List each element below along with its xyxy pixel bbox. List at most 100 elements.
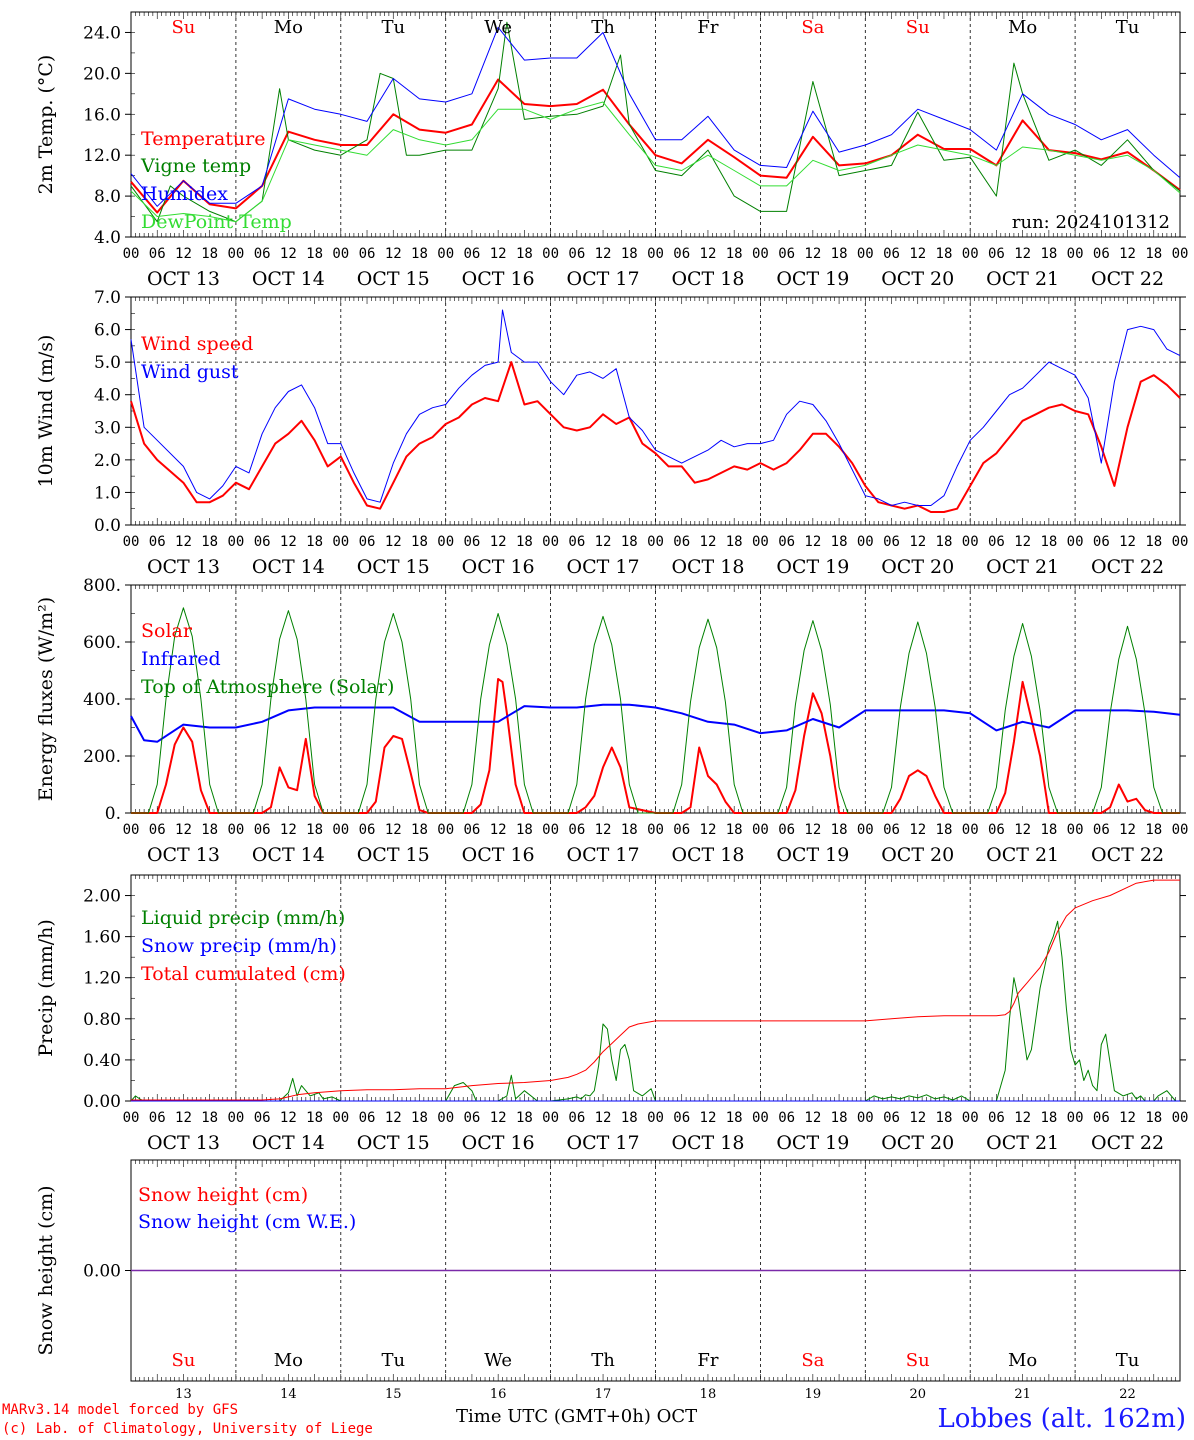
panel-1-xtick-label: 12 bbox=[909, 246, 926, 262]
panel-1-ytick-label: 24.0 bbox=[83, 23, 121, 43]
panel-1-day-name: Fr bbox=[697, 17, 718, 38]
panel-3-xtick-label: 12 bbox=[909, 822, 926, 838]
panel-4-xtick-label: 12 bbox=[490, 1110, 507, 1126]
panel-1-xtick-label: 18 bbox=[831, 246, 848, 262]
panel-1-xtick-label: 12 bbox=[490, 246, 507, 262]
panel-1-date-label: OCT 21 bbox=[986, 268, 1059, 290]
panel-3-xtick-label: 00 bbox=[647, 822, 664, 838]
panel-2-xtick-label: 18 bbox=[411, 534, 428, 550]
panel-3-xtick-label: 12 bbox=[700, 822, 717, 838]
panel-1-xtick-label: 00 bbox=[857, 246, 874, 262]
panel-3-xtick-label: 18 bbox=[516, 822, 533, 838]
panel-1-xtick-label: 00 bbox=[752, 246, 769, 262]
panel-1-date-label: OCT 19 bbox=[776, 268, 849, 290]
panel-1-ytick-label: 20.0 bbox=[83, 64, 121, 84]
panel-4-xtick-label: 18 bbox=[306, 1110, 323, 1126]
panel-1-xtick-label: 00 bbox=[332, 246, 349, 262]
panel-1-day-name: Tu bbox=[1116, 17, 1140, 38]
panel-4-ytick-label: 1.60 bbox=[83, 928, 121, 948]
panel-3-xtick-label: 00 bbox=[227, 822, 244, 838]
panel-1-xtick-label: 18 bbox=[1040, 246, 1057, 262]
panel-3-xtick-label: 06 bbox=[673, 822, 690, 838]
panel-2-date-label: OCT 15 bbox=[357, 556, 430, 578]
panel-3-xtick-label: 06 bbox=[149, 822, 166, 838]
panel-3-xtick-label: 12 bbox=[175, 822, 192, 838]
panel-2-xtick-label: 12 bbox=[595, 534, 612, 550]
panel-1-xtick-label: 18 bbox=[1145, 246, 1162, 262]
panel-4-xtick-label: 18 bbox=[411, 1110, 428, 1126]
panel-5-legend-entry: Snow height (cm) bbox=[138, 1184, 308, 1206]
panel-2-legend-entry: Wind gust bbox=[141, 361, 239, 383]
panel-4-date-label: OCT 16 bbox=[462, 1132, 535, 1154]
panel-2-ytick-label: 0.0 bbox=[94, 516, 121, 536]
panel-1-xtick-label: 00 bbox=[962, 246, 979, 262]
panel-4-xtick-label: 00 bbox=[437, 1110, 454, 1126]
panel-4-xtick-label: 18 bbox=[1145, 1110, 1162, 1126]
panel-1-ylabel: 2m Temp. (°C) bbox=[35, 55, 57, 195]
panel-3-xtick-label: 06 bbox=[254, 822, 271, 838]
panel-1-xtick-label: 06 bbox=[1093, 246, 1110, 262]
panel-1-xtick-label: 18 bbox=[936, 246, 953, 262]
panel-3-xtick-label: 00 bbox=[123, 822, 140, 838]
panel-2-xtick-label: 18 bbox=[1145, 534, 1162, 550]
panel-4-xtick-label: 18 bbox=[201, 1110, 218, 1126]
panel-1-xtick-label: 00 bbox=[123, 246, 140, 262]
time-axis-prefix: Time UTC (GMT+0h) bbox=[456, 1406, 651, 1427]
panel-4-ytick-label: 0.80 bbox=[83, 1010, 121, 1030]
panel-4-xtick-label: 12 bbox=[1119, 1110, 1136, 1126]
panel-3-date-label: OCT 21 bbox=[986, 844, 1059, 866]
panel-1-day-name: Su bbox=[171, 17, 195, 38]
panel-2-xtick-label: 06 bbox=[1093, 534, 1110, 550]
panel-2-ytick-label: 2.0 bbox=[94, 451, 121, 471]
panel-3-xtick-label: 00 bbox=[542, 822, 559, 838]
panel-2-xtick-label: 00 bbox=[1067, 534, 1084, 550]
panel-4-xtick-label: 00 bbox=[123, 1110, 140, 1126]
day-number-label: 22 bbox=[1119, 1387, 1136, 1402]
panel-1-day-name: Su bbox=[906, 17, 930, 38]
panel-2-xtick-label: 12 bbox=[804, 534, 821, 550]
panel-1-xtick-label: 18 bbox=[621, 246, 638, 262]
panel-1-xtick-label: 06 bbox=[988, 246, 1005, 262]
panel-3-date-label: OCT 14 bbox=[252, 844, 325, 866]
panel-1-xtick-label: 00 bbox=[1172, 246, 1189, 262]
run-label: run: 2024101312 bbox=[1012, 212, 1170, 233]
panel-4-xtick-label: 06 bbox=[883, 1110, 900, 1126]
panel-4-xtick-label: 06 bbox=[988, 1110, 1005, 1126]
panel-2-legend-entry: Wind speed bbox=[141, 333, 253, 355]
day-number-label: 20 bbox=[909, 1387, 926, 1402]
panel-4-date-label: OCT 17 bbox=[567, 1132, 640, 1154]
panel-1-xtick-label: 12 bbox=[175, 246, 192, 262]
panel-3-xtick-label: 06 bbox=[359, 822, 376, 838]
panel-4-date-label: OCT 20 bbox=[881, 1132, 954, 1154]
panel-2-xtick-label: 00 bbox=[647, 534, 664, 550]
panel-2-xtick-label: 00 bbox=[857, 534, 874, 550]
panel-3-date-label: OCT 15 bbox=[357, 844, 430, 866]
panel-4-xtick-label: 12 bbox=[280, 1110, 297, 1126]
panel-1-xtick-label: 06 bbox=[778, 246, 795, 262]
panel-1-ytick-label: 4.0 bbox=[94, 228, 121, 248]
panel-4-xtick-label: 06 bbox=[673, 1110, 690, 1126]
panel-1-day-name: Sa bbox=[801, 17, 824, 38]
panel-2-xtick-label: 12 bbox=[490, 534, 507, 550]
panel-3-xtick-label: 12 bbox=[490, 822, 507, 838]
panel-3-xtick-label: 18 bbox=[1040, 822, 1057, 838]
panel-5-day-name: Fr bbox=[697, 1350, 718, 1371]
panel-2-xtick-label: 12 bbox=[1014, 534, 1031, 550]
panel-1-date-label: OCT 14 bbox=[252, 268, 325, 290]
panel-1-day-name: We bbox=[484, 17, 512, 38]
panel-4-xtick-label: 12 bbox=[1014, 1110, 1031, 1126]
panel-4-legend-entry: Snow precip (mm/h) bbox=[141, 935, 337, 957]
panel-4-xtick-label: 18 bbox=[726, 1110, 743, 1126]
day-number-label: 19 bbox=[805, 1387, 822, 1402]
panel-2-xtick-label: 18 bbox=[831, 534, 848, 550]
panel-2-ytick-label: 4.0 bbox=[94, 386, 121, 406]
panel-4-xtick-label: 12 bbox=[175, 1110, 192, 1126]
panel-4-legend-entry: Total cumulated (cm) bbox=[141, 963, 346, 985]
panel-3-xtick-label: 12 bbox=[280, 822, 297, 838]
panel-3-xtick-label: 06 bbox=[988, 822, 1005, 838]
panel-3-xtick-label: 06 bbox=[568, 822, 585, 838]
panel-3-xtick-label: 18 bbox=[726, 822, 743, 838]
panel-1-date-label: OCT 15 bbox=[357, 268, 430, 290]
panel-2-xtick-label: 18 bbox=[201, 534, 218, 550]
